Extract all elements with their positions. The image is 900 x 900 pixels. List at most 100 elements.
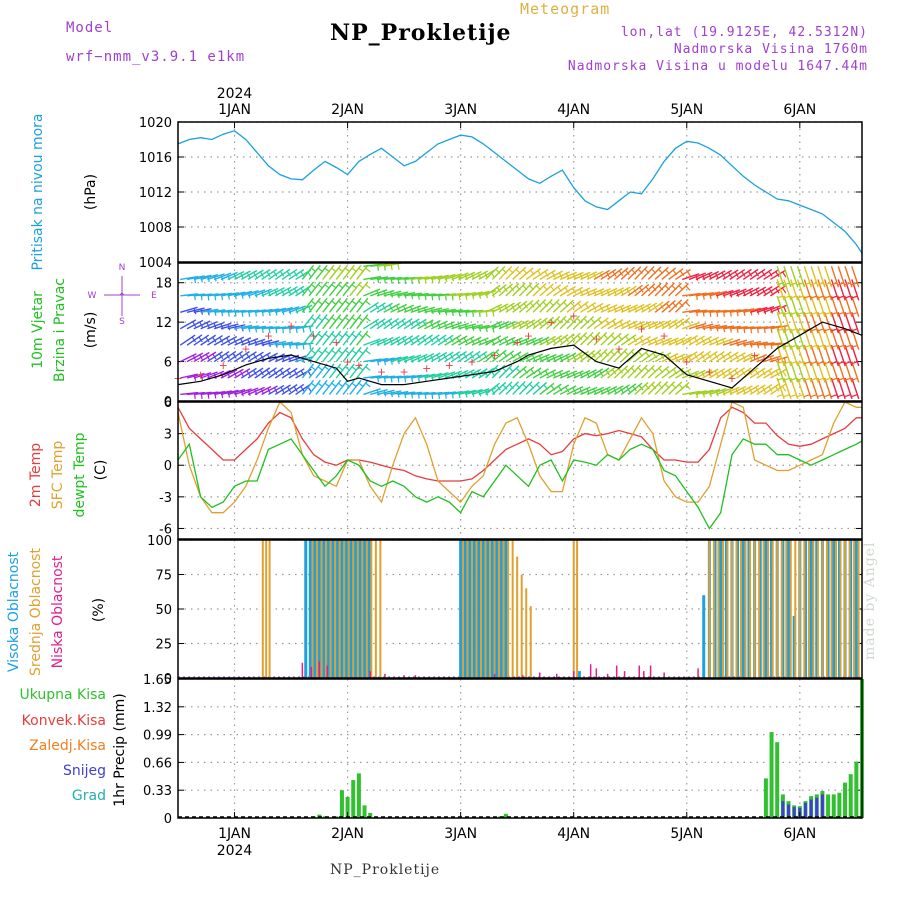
- wind-barb: [756, 367, 773, 379]
- wind-barb: [586, 270, 604, 281]
- wind-barb: [647, 381, 662, 395]
- wind-barb: [668, 299, 683, 313]
- wind-barb: [491, 266, 506, 280]
- wind-barb: [559, 352, 577, 363]
- wind-barb: [518, 267, 534, 280]
- wind-barb: [239, 353, 244, 359]
- wind-barb: [707, 353, 712, 359]
- wind-barb: [485, 266, 499, 280]
- wind-barb: [308, 347, 321, 363]
- wind-barb: [525, 367, 542, 379]
- wind-barb: [700, 337, 706, 344]
- wind-barb: [674, 299, 689, 313]
- wind-barb: [770, 356, 789, 363]
- wind-barb: [200, 334, 217, 346]
- wind-barb: [207, 273, 225, 281]
- wind-barb: [810, 394, 817, 398]
- wind-gust-marker: +: [286, 319, 295, 332]
- wind-barb: [783, 344, 792, 367]
- wind-barb: [851, 344, 858, 348]
- wind-barb: [675, 336, 692, 346]
- total-precip-bar: [339, 790, 344, 818]
- y-tick-label: 6: [164, 396, 172, 411]
- y-tick-label: 100: [147, 534, 172, 549]
- y-tick-label: 0.33: [143, 784, 172, 799]
- wind-barb: [397, 263, 400, 270]
- wind-barb: [749, 384, 766, 396]
- wind-barb: [404, 292, 423, 297]
- footer-station-name: NP_Prokletije: [330, 862, 441, 878]
- mid-cloud-bar: [744, 540, 747, 678]
- wind-barb: [437, 273, 456, 281]
- low-cloud-bar: [649, 665, 652, 678]
- wind-barb: [186, 319, 204, 330]
- wind-barb: [768, 271, 773, 277]
- pressure-axis-title: Pritisak na nivou mora: [30, 113, 46, 270]
- snow-precip-bar: [787, 804, 791, 818]
- wind-barb: [837, 394, 844, 398]
- panel-frame: [177, 262, 863, 402]
- snow-precip-bar: [803, 802, 807, 818]
- high-cloud-bar: [344, 540, 348, 678]
- wind-barb: [781, 287, 787, 294]
- wind-barb: [783, 266, 792, 288]
- wind-barb: [661, 267, 677, 280]
- wind-barb: [804, 311, 811, 316]
- wind-barb: [783, 279, 792, 301]
- mid-cloud-axis-title: Srednja Oblacnost: [28, 548, 44, 676]
- wind-barb: [268, 367, 284, 379]
- mid-cloud-bar: [789, 540, 792, 678]
- wind-barb: [837, 377, 844, 381]
- wind-barb: [715, 269, 733, 281]
- wind-barb: [837, 361, 846, 383]
- wind-barb: [458, 323, 476, 330]
- wind-barb: [403, 305, 422, 313]
- wind-barb: [539, 382, 555, 395]
- wind-barb: [810, 312, 819, 334]
- wind-barb: [191, 336, 197, 343]
- wind-barb: [824, 266, 833, 288]
- high-cloud-bar: [331, 540, 335, 678]
- wind-barb: [654, 352, 672, 363]
- wind-barb: [674, 282, 690, 297]
- wind-barb: [505, 365, 520, 379]
- wind-barb: [363, 301, 379, 313]
- wind-barb: [293, 271, 298, 277]
- wind-barb: [776, 394, 783, 398]
- wind-barb: [796, 312, 806, 334]
- total-precip-bar: [763, 778, 768, 818]
- wind-barb: [274, 367, 291, 379]
- wind-barb: [586, 302, 604, 313]
- y-tick-label: 12: [155, 316, 172, 331]
- wind-barb: [722, 351, 739, 363]
- wind-gust-marker: +: [354, 359, 363, 372]
- wind-barb: [686, 271, 692, 277]
- wind-gust-marker: +: [309, 329, 318, 342]
- snow-precip-bar: [820, 794, 824, 818]
- wind-gust-marker: +: [660, 329, 669, 342]
- wind-unit: (m/s): [83, 312, 99, 349]
- y-tick-label: 25: [155, 638, 172, 653]
- wind-barb: [844, 361, 853, 383]
- wind-barb: [783, 394, 790, 398]
- wind-barb: [817, 377, 826, 400]
- wind-barb: [430, 334, 447, 346]
- wind-barb: [274, 286, 292, 297]
- wind-barb: [761, 270, 766, 277]
- mid-cloud-bar: [816, 540, 819, 678]
- wind-barb: [668, 282, 682, 297]
- wind-barb: [620, 285, 637, 297]
- wind-barb: [417, 334, 433, 346]
- wind-barb: [546, 383, 562, 396]
- wind-barb: [810, 266, 819, 288]
- wind-barb: [797, 311, 804, 316]
- wind-barb: [830, 361, 840, 383]
- wind-barb: [383, 290, 402, 297]
- wind-barb: [444, 390, 463, 396]
- mid-cloud-bar: [311, 540, 314, 678]
- wind-barb: [837, 279, 846, 301]
- wind-barb: [782, 370, 787, 377]
- wind-barb: [803, 266, 812, 288]
- dewpoint-line: [177, 438, 863, 530]
- x-bottom-label: 5JAN: [670, 826, 703, 842]
